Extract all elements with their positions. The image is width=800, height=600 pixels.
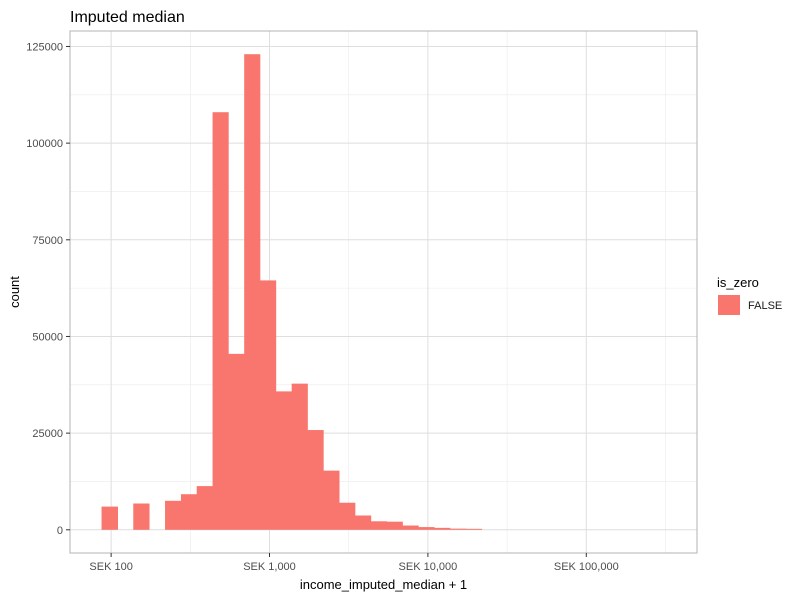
histogram-bar (133, 503, 150, 530)
legend-title: is_zero (717, 275, 759, 290)
y-axis-title: count (7, 276, 22, 308)
histogram-bar (370, 521, 388, 530)
histogram-bar (212, 112, 229, 530)
y-axis-ticks: 0 25000 50000 75000 100000 125000 (26, 41, 70, 537)
histogram-bar (418, 527, 435, 530)
minor-gridlines (70, 31, 697, 553)
histogram-bar (386, 521, 403, 530)
histogram-bar (228, 353, 245, 530)
y-tick-label: 25000 (32, 428, 63, 440)
y-tick-label: 125000 (26, 41, 63, 53)
y-tick-label: 0 (57, 525, 63, 537)
histogram-bar (465, 528, 483, 530)
x-axis-ticks: SEK 100 SEK 1,000 SEK 10,000 SEK 100,000 (89, 553, 619, 573)
y-tick-label: 75000 (32, 235, 63, 247)
histogram-bar (402, 525, 419, 530)
histogram-bar (434, 527, 451, 530)
x-tick-label: SEK 100 (89, 561, 132, 573)
histogram-bar (355, 515, 372, 530)
y-tick-label: 100000 (26, 138, 63, 150)
x-tick-label: SEK 1,000 (243, 561, 296, 573)
legend-label-false: FALSE (748, 300, 782, 312)
x-axis-title: income_imputed_median + 1 (300, 577, 467, 592)
legend-key-false (718, 295, 740, 315)
x-tick-label: SEK 10,000 (399, 561, 458, 573)
histogram-bar (180, 494, 198, 530)
histogram-bar (323, 470, 340, 530)
histogram-bar (196, 486, 213, 530)
x-tick-label: SEK 100,000 (554, 561, 619, 573)
histogram-bar (275, 391, 292, 530)
histogram-bar (101, 506, 118, 530)
y-tick-label: 50000 (32, 331, 63, 343)
histogram-bar (244, 54, 261, 530)
chart-title: Imputed median (70, 9, 185, 26)
histogram-bars (101, 54, 483, 530)
histogram-bar (291, 383, 308, 530)
plot-panel-border (69, 30, 698, 554)
histogram-bar (450, 528, 467, 530)
histogram-bar (260, 280, 277, 530)
plot-panel (70, 31, 697, 553)
histogram-bar (339, 502, 356, 530)
legend: is_zero FALSE (717, 275, 782, 315)
histogram-bar (307, 430, 324, 530)
histogram-bar (165, 500, 182, 530)
